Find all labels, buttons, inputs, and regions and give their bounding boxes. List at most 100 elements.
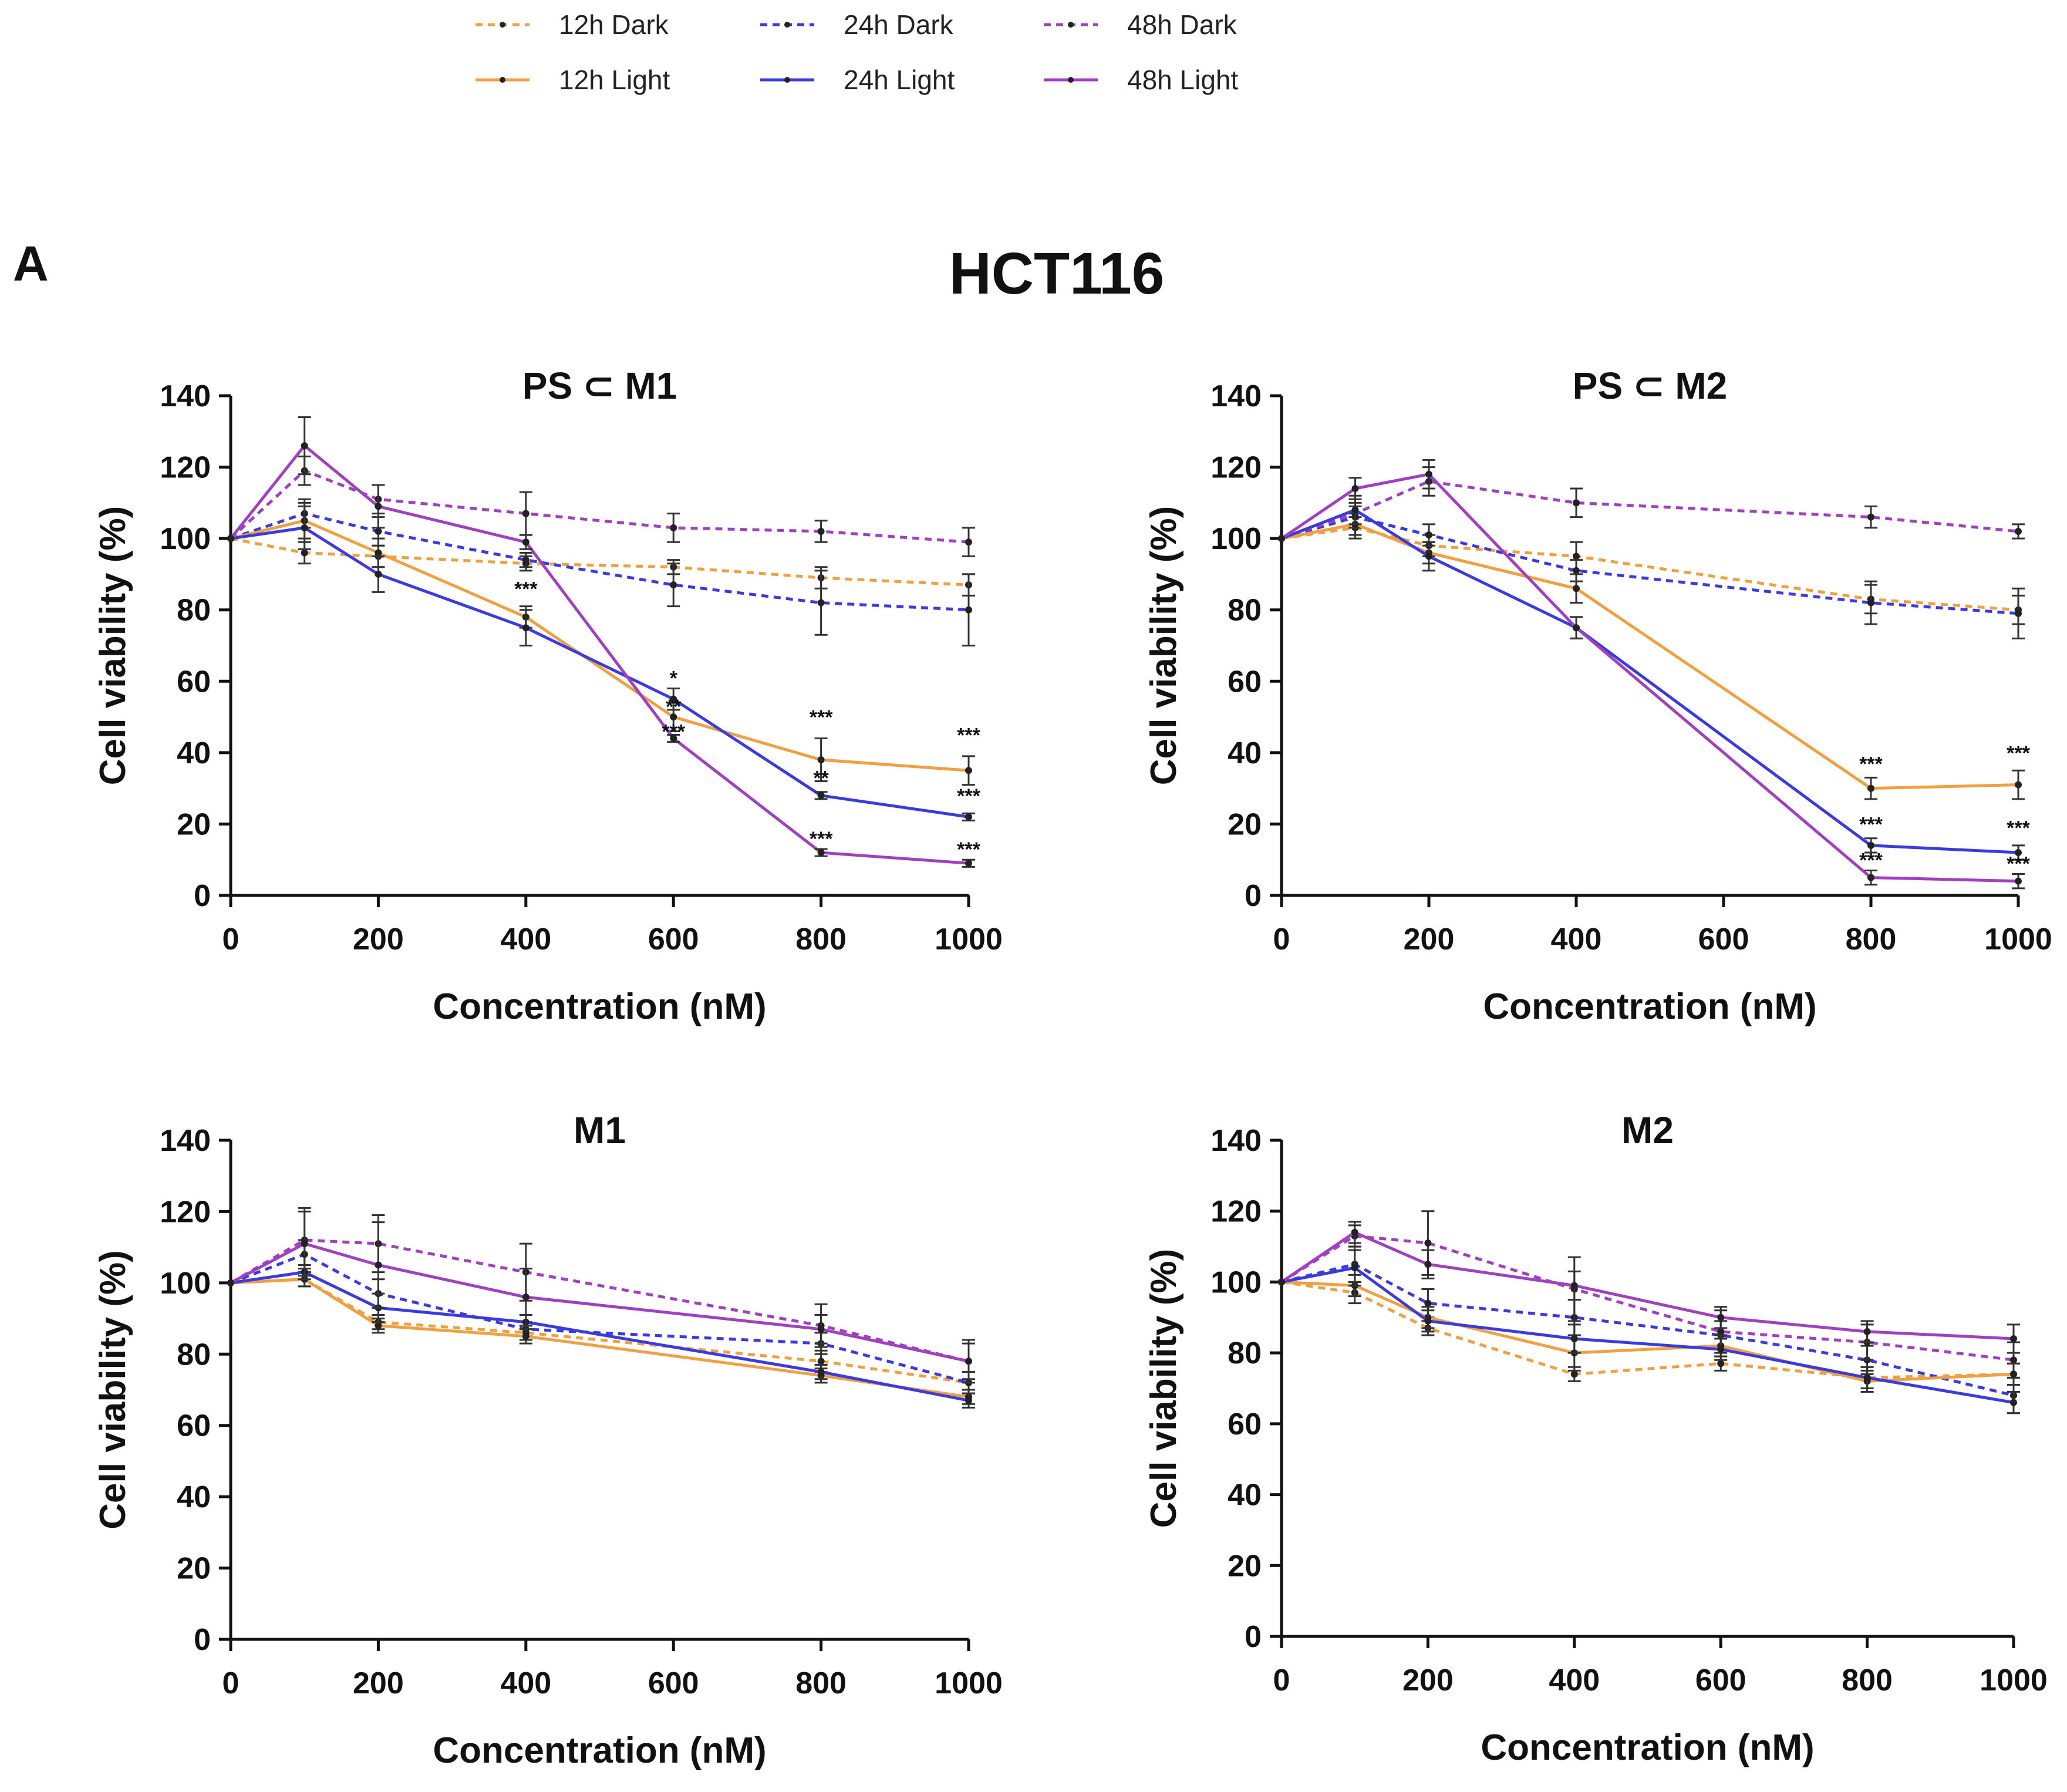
data-point <box>375 570 382 578</box>
significance-label: *** <box>1859 753 1883 775</box>
y-tick-label: 80 <box>1228 1336 1262 1370</box>
x-tick-label: 400 <box>500 922 551 956</box>
y-tick-label: 0 <box>194 879 211 913</box>
data-point <box>1867 784 1874 792</box>
y-tick-label: 0 <box>1245 879 1262 913</box>
data-point <box>817 527 825 535</box>
data-point <box>1570 1335 1578 1342</box>
data-point <box>375 1261 382 1269</box>
y-tick-label: 20 <box>1228 807 1262 841</box>
data-point <box>375 503 382 510</box>
series-line <box>1281 523 2019 790</box>
x-tick-label: 200 <box>353 1666 404 1700</box>
x-tick-label: 200 <box>1404 922 1455 956</box>
data-point <box>1717 1346 1725 1353</box>
data-point <box>522 1332 530 1340</box>
data-point <box>375 527 382 535</box>
significance-label: *** <box>957 785 980 807</box>
data-point <box>2015 877 2022 885</box>
series-line <box>230 526 969 818</box>
data-point <box>817 849 825 857</box>
series-24h-light <box>1278 1249 2020 1414</box>
x-tick-label: 200 <box>353 922 404 956</box>
series-line <box>1281 1280 2014 1379</box>
data-point <box>817 756 825 764</box>
data-point <box>2015 781 2022 789</box>
data-point <box>522 510 530 517</box>
series-line <box>1281 1266 2014 1404</box>
significance-label: *** <box>2007 742 2030 764</box>
series-48h-light <box>1278 459 2025 890</box>
data-point <box>1573 585 1580 592</box>
y-tick-label: 100 <box>160 522 211 556</box>
legend-item-12h-light: 12h Light <box>476 65 670 95</box>
legend-marker <box>784 22 790 28</box>
legend-marker <box>500 22 505 28</box>
data-point <box>1424 1317 1432 1325</box>
y-tick-label: 100 <box>160 1266 211 1301</box>
x-tick-label: 400 <box>1549 1663 1600 1697</box>
y-tick-label: 40 <box>1228 736 1262 770</box>
data-point <box>1425 553 1432 560</box>
legend-item-12h-dark: 12h Dark <box>476 9 669 40</box>
chart-m1: M1 0 20 40 60 80 100 120 140 0 200 400 600 800 1000 Con… <box>93 1109 1003 1771</box>
legend-label: 48h Dark <box>1127 9 1237 40</box>
x-axis-label: Concentration (nM) <box>1483 986 1816 1027</box>
x-tick-label: 800 <box>795 922 847 956</box>
x-tick-label: 0 <box>1273 1663 1290 1697</box>
y-tick-label: 100 <box>1210 522 1262 556</box>
significance-label: *** <box>957 838 980 861</box>
data-point <box>965 606 972 614</box>
series-line <box>1281 480 2019 540</box>
significance-label: *** <box>1859 849 1883 871</box>
legend-label: 24h Light <box>844 65 955 95</box>
data-point <box>301 442 308 450</box>
data-point <box>1717 1328 1725 1335</box>
x-tick-label: 1000 <box>935 1666 1003 1700</box>
y-tick-label: 120 <box>1210 451 1262 485</box>
chart-title: PS ⊂ M2 <box>1573 365 1727 407</box>
chart-ps-m2: PS ⊂ M2 0 20 40 60 80 100 120 140 0 200 400 600 800 10… <box>1144 365 2052 1027</box>
data-point <box>1863 1328 1871 1335</box>
series-24h-light <box>1278 494 2025 861</box>
data-point <box>817 791 825 799</box>
data-point <box>2015 527 2022 535</box>
series-24h-dark <box>227 498 975 646</box>
series-line <box>1281 526 2019 612</box>
series-line <box>230 537 969 587</box>
significance-label: *** <box>2007 853 2030 875</box>
significance-label: *** <box>1859 814 1883 836</box>
y-tick-label: 20 <box>177 807 211 841</box>
legend-item-24h-light: 24h Light <box>760 65 955 95</box>
series-line <box>230 1242 969 1363</box>
data-point <box>1867 513 1874 521</box>
series-24h-dark <box>1278 505 2025 639</box>
series-line <box>1281 508 2019 854</box>
data-point <box>2015 849 2022 857</box>
data-point <box>670 735 677 742</box>
panel-label: A <box>13 236 49 291</box>
x-tick-label: 0 <box>222 1666 240 1700</box>
data-point <box>965 767 972 774</box>
data-point <box>301 524 308 531</box>
series-line <box>1280 473 2019 883</box>
y-tick-label: 60 <box>177 1409 211 1443</box>
y-axis-label: Cell viability (%) <box>1144 506 1184 785</box>
y-tick-label: 60 <box>1228 1407 1262 1441</box>
y-axis-label: Cell viability (%) <box>93 1250 133 1529</box>
data-point <box>965 538 972 546</box>
series-line <box>230 1238 969 1363</box>
data-point <box>1278 1278 1285 1286</box>
data-point <box>375 549 382 557</box>
x-tick-label: 600 <box>648 922 699 956</box>
data-point <box>1424 1261 1432 1268</box>
series-24h-dark <box>1278 1245 2020 1414</box>
chart-ps-m1: PS ⊂ M1 0 20 40 60 80 100 120 140 0 200 400 600 800 10… <box>93 365 1003 1027</box>
significance-label: *** <box>810 706 833 729</box>
data-point <box>1351 1264 1358 1272</box>
data-point <box>670 713 677 721</box>
data-point <box>670 524 677 531</box>
y-tick-label: 100 <box>1210 1265 1262 1299</box>
data-point <box>1424 1299 1432 1307</box>
